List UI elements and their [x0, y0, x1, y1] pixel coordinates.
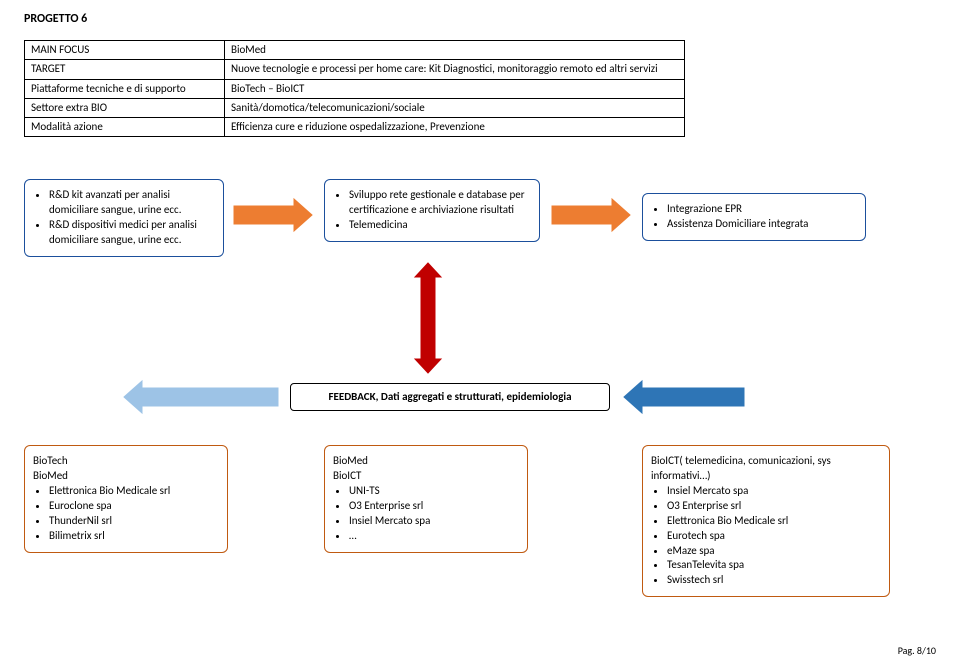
list-item: Insiel Mercato spa: [667, 484, 879, 499]
header-table: MAIN FOCUS BioMed TARGET Nuove tecnologi…: [24, 40, 685, 137]
list-item: Euroclone spa: [49, 499, 217, 514]
list-item: Assistenza Domiciliare integrata: [667, 217, 855, 232]
table-cell-value: Sanità/domotica/telecomunicazioni/social…: [225, 98, 685, 117]
box-biotech-biomed: BioTech BioMed Elettronica Bio Medicale …: [24, 445, 228, 552]
box-sviluppo: Sviluppo rete gestionale e database per …: [324, 179, 540, 242]
table-row: Piattaforme tecniche e di supporto BioTe…: [25, 79, 685, 98]
section-title: BioMed: [33, 469, 217, 484]
table-row: TARGET Nuove tecnologie e processi per h…: [25, 60, 685, 79]
box-bioict: BioICT( telemedicina, comunicazioni, sys…: [642, 445, 890, 597]
table-cell-label: MAIN FOCUS: [25, 41, 225, 60]
list-item: ThunderNil srl: [49, 514, 217, 529]
list-item: Eurotech spa: [667, 529, 879, 544]
table-cell-label: Modalità azione: [25, 118, 225, 137]
list-item: TesanTelevita spa: [667, 558, 879, 573]
table-cell-value: Efficienza cure e riduzione ospedalizzaz…: [225, 118, 685, 137]
list-item: Sviluppo rete gestionale e database per …: [349, 188, 529, 218]
list-item: R&D kit avanzati per analisi domiciliare…: [49, 188, 213, 218]
list-item: O3 Enterprise srl: [667, 499, 879, 514]
list-item: UNI-TS: [349, 484, 517, 499]
list-item: Telemedicina: [349, 218, 529, 233]
section-title: BioICT: [333, 469, 517, 484]
table-cell-label: Settore extra BIO: [25, 98, 225, 117]
list-item: Elettronica Bio Medicale srl: [49, 484, 217, 499]
table-cell-label: TARGET: [25, 60, 225, 79]
list-item: Insiel Mercato spa: [349, 514, 517, 529]
table-row: Settore extra BIO Sanità/domotica/teleco…: [25, 98, 685, 117]
table-cell-label: Piattaforme tecniche e di supporto: [25, 79, 225, 98]
page-title: PROGETTO 6: [24, 12, 936, 26]
feedback-box: FEEDBACK, Dati aggregati e strutturati, …: [290, 383, 610, 411]
table-row: Modalità azione Efficienza cure e riduzi…: [25, 118, 685, 137]
list-item: Integrazione EPR: [667, 202, 855, 217]
box-rd-kit: R&D kit avanzati per analisi domiciliare…: [24, 179, 224, 256]
list-item: …: [349, 529, 517, 544]
list-item: R&D dispositivi medici per analisi domic…: [49, 218, 213, 248]
list-item: Bilimetrix srl: [49, 529, 217, 544]
section-title: BioMed: [333, 454, 517, 469]
list-item: O3 Enterprise srl: [349, 499, 517, 514]
page-number: Pag. 8/10: [898, 644, 936, 657]
list-item: Elettronica Bio Medicale srl: [667, 514, 879, 529]
table-cell-value: Nuove tecnologie e processi per home car…: [225, 60, 685, 79]
section-title: BioTech: [33, 454, 217, 469]
table-cell-value: BioMed: [225, 41, 685, 60]
table-row: MAIN FOCUS BioMed: [25, 41, 685, 60]
diagram-area: R&D kit avanzati per analisi domiciliare…: [24, 163, 936, 603]
list-item: eMaze spa: [667, 544, 879, 559]
section-title: BioICT( telemedicina, comunicazioni, sys…: [651, 454, 879, 484]
list-item: Swisstech srl: [667, 573, 879, 588]
box-integrazione: Integrazione EPR Assistenza Domiciliare …: [642, 193, 866, 241]
table-cell-value: BioTech – BioICT: [225, 79, 685, 98]
box-biomed-bioict: BioMed BioICT UNI-TS O3 Enterprise srl I…: [324, 445, 528, 552]
